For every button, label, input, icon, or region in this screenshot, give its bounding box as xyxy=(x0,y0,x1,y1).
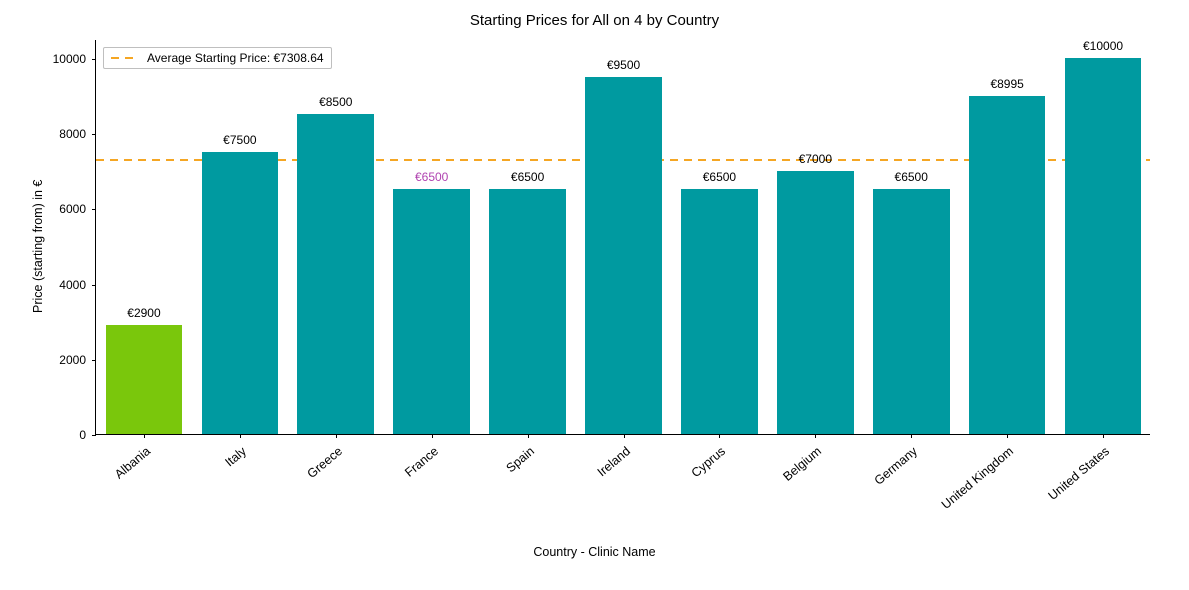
x-tick-mark xyxy=(911,434,912,438)
bar-value-label: €6500 xyxy=(511,170,544,184)
y-tick-label: 4000 xyxy=(59,278,86,292)
y-tick-label: 0 xyxy=(79,428,86,442)
x-tick-mark xyxy=(1103,434,1104,438)
bar xyxy=(106,325,183,434)
bar-value-label: €8995 xyxy=(990,77,1023,91)
x-tick-mark xyxy=(240,434,241,438)
bar-value-label: €7500 xyxy=(223,133,256,147)
bar-value-label: €7000 xyxy=(799,152,832,166)
plot-area: Average Starting Price: €7308.64 0200040… xyxy=(95,40,1150,435)
y-axis-label: Price (starting from) in € xyxy=(31,179,45,312)
x-tick-label: Greece xyxy=(304,444,344,481)
x-tick-label: United States xyxy=(1046,444,1112,503)
x-tick-label: France xyxy=(402,444,441,480)
bar-value-label: €8500 xyxy=(319,95,352,109)
bar xyxy=(777,171,854,434)
y-tick-label: 2000 xyxy=(59,353,86,367)
bar-value-label: €10000 xyxy=(1083,39,1123,53)
x-tick-label: Albania xyxy=(112,444,153,482)
bar-value-label: €6500 xyxy=(895,170,928,184)
y-tick-mark xyxy=(92,285,96,286)
x-tick-label: Belgium xyxy=(781,444,825,484)
x-tick-label: United Kingdom xyxy=(939,444,1016,512)
bar-value-label: €6500 xyxy=(703,170,736,184)
x-tick-label: Cyprus xyxy=(689,444,728,480)
bar xyxy=(681,189,758,434)
bar xyxy=(489,189,566,434)
y-tick-mark xyxy=(92,360,96,361)
bar-value-label: €9500 xyxy=(607,58,640,72)
x-tick-mark xyxy=(624,434,625,438)
x-tick-mark xyxy=(432,434,433,438)
y-tick-label: 10000 xyxy=(53,52,86,66)
x-tick-mark xyxy=(528,434,529,438)
legend-line-icon xyxy=(111,57,139,59)
y-tick-mark xyxy=(92,209,96,210)
bar-value-label: €2900 xyxy=(127,306,160,320)
chart-title: Starting Prices for All on 4 by Country xyxy=(0,12,1189,29)
y-tick-mark xyxy=(92,435,96,436)
x-tick-label: Ireland xyxy=(594,444,632,479)
x-tick-label: Italy xyxy=(222,444,249,469)
x-tick-mark xyxy=(336,434,337,438)
bar xyxy=(202,152,279,434)
bar xyxy=(393,189,470,434)
bar-value-label: €6500 xyxy=(415,170,448,184)
bar xyxy=(969,96,1046,434)
x-tick-label: Germany xyxy=(872,444,920,488)
y-tick-mark xyxy=(92,59,96,60)
x-tick-mark xyxy=(815,434,816,438)
chart-container: Starting Prices for All on 4 by Country … xyxy=(0,0,1189,590)
x-tick-label: Spain xyxy=(503,444,537,475)
legend-label: Average Starting Price: €7308.64 xyxy=(147,51,324,65)
y-tick-label: 6000 xyxy=(59,202,86,216)
x-axis-label: Country - Clinic Name xyxy=(0,545,1189,559)
x-tick-mark xyxy=(719,434,720,438)
bar xyxy=(297,114,374,434)
bar xyxy=(585,77,662,434)
bar xyxy=(1065,58,1142,434)
legend: Average Starting Price: €7308.64 xyxy=(103,47,332,69)
x-tick-mark xyxy=(1007,434,1008,438)
y-tick-label: 8000 xyxy=(59,127,86,141)
x-tick-mark xyxy=(144,434,145,438)
y-tick-mark xyxy=(92,134,96,135)
bar xyxy=(873,189,950,434)
